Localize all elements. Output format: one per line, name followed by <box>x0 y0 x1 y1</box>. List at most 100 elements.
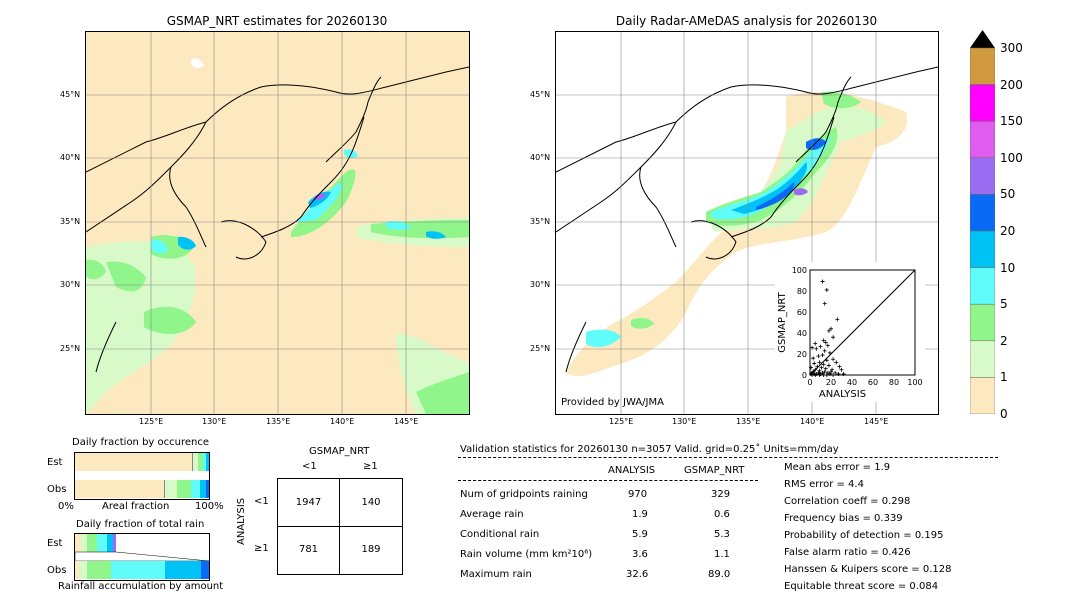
scatter-point <box>831 335 836 340</box>
scatter-point <box>820 279 825 284</box>
colorbar-segment <box>969 157 996 195</box>
scatter-point <box>822 369 827 374</box>
left-lat-tick: 25°N <box>60 344 81 353</box>
scatter-diagonal <box>809 269 916 376</box>
colorbar-segment <box>969 194 996 232</box>
left-lon-tick: 130°E <box>202 417 227 426</box>
scatter-point <box>822 301 827 306</box>
occurrence-axis-mid: Areal fraction <box>102 501 170 512</box>
scatter-point <box>829 369 833 374</box>
scatter-point <box>823 366 828 371</box>
rain-bars-canvas <box>74 534 210 579</box>
left-lat-tick: 30°N <box>60 280 81 289</box>
colorbar-label: 1 <box>1000 370 1008 385</box>
stat-gsmap: 89.0 <box>708 569 731 580</box>
rain-fraction-footer: Rainfall accumulation by amount <box>58 581 224 592</box>
scatter-point <box>821 362 826 367</box>
scatter-point <box>833 370 838 375</box>
scatter-point <box>839 367 844 372</box>
colorbar-label: 100 <box>1000 150 1023 165</box>
scatter-y-tick: 60 <box>797 308 807 317</box>
scatter-point <box>824 373 829 377</box>
contingency-col-lt1: <1 <box>302 461 317 472</box>
rain-bar-box <box>74 533 210 581</box>
scatter-point <box>829 326 833 331</box>
stat-gsmap: 329 <box>711 489 731 500</box>
validation-col-gsmap: GSMAP_NRT <box>684 465 745 476</box>
scatter-point <box>826 328 831 333</box>
colorbar-segment <box>969 47 996 85</box>
colorbar-segment <box>969 303 996 342</box>
stat-analysis: 3.6 <box>632 549 648 560</box>
scatter-point <box>816 370 821 375</box>
scatter-plot: 0 20 40 60 80 100 0 20 40 60 80 100 ANALYSIS GSMAP_NR… <box>777 266 923 400</box>
left-lon-tick: 125°E <box>139 417 164 426</box>
left-rain-areas <box>86 58 469 414</box>
rain-est-segment <box>97 534 107 552</box>
right-map-title: Daily Radar-AMeDAS analysis for 20260130 <box>615 14 878 28</box>
colorbar-segment <box>969 84 996 122</box>
scatter-point <box>834 360 839 365</box>
right-lon-tick: 125°E <box>609 417 634 426</box>
right-lon-tick: 140°E <box>800 417 825 426</box>
stat-analysis: 32.6 <box>626 569 649 580</box>
rain-est-to-obs-link <box>74 551 210 562</box>
stat-label: Num of gridpoints raining <box>460 489 588 500</box>
stat-gsmap: 5.3 <box>714 529 730 540</box>
rain-obs-label: Obs <box>47 565 67 576</box>
validation-subdivider <box>458 480 758 481</box>
right-lat-tick: 30°N <box>530 280 551 289</box>
colorbar-segment <box>969 120 996 159</box>
scatter-point <box>820 353 825 358</box>
contingency-col-ge1: ≥1 <box>363 461 378 472</box>
scatter-point <box>827 371 832 376</box>
stat-analysis: 1.9 <box>632 509 648 520</box>
contingency-row-axis: ANALYSIS <box>236 497 247 545</box>
scatter-y-label: GSMAP_NRT <box>777 291 788 352</box>
scatter-point <box>816 354 821 359</box>
validation-col-analysis: ANALYSIS <box>608 465 656 476</box>
colorbar-segment <box>969 230 996 268</box>
left-lon-tick: 140°E <box>330 417 355 426</box>
scatter-point <box>812 361 817 366</box>
rain-est-label: Est <box>47 538 63 549</box>
colorbar-label: 150 <box>1000 114 1023 129</box>
scatter-point <box>817 373 822 377</box>
right-map <box>555 31 939 415</box>
colorbar-label: 2 <box>1000 333 1008 348</box>
colorbar <box>969 30 996 415</box>
scatter-point <box>827 350 832 355</box>
colorbar-label: 5 <box>1000 297 1008 312</box>
scatter-point <box>809 365 814 370</box>
colorbar-segment <box>969 267 996 305</box>
contingency-grid: 1947 140 781 189 <box>277 478 403 575</box>
scatter-point <box>824 358 829 363</box>
scatter-x-tick: 100 <box>907 378 922 387</box>
rain-obs-segment <box>201 561 209 579</box>
contingency-row-lt1: <1 <box>254 496 269 507</box>
score-line: Probability of detection = 0.195 <box>784 530 944 541</box>
occurrence-est-bar <box>75 453 210 471</box>
stat-label: Conditional rain <box>460 529 540 540</box>
score-line: Hanssen & Kuipers score = 0.128 <box>784 564 952 575</box>
stat-label: Rain volume (mm km²10⁶) <box>460 549 593 560</box>
right-lat-tick: 35°N <box>530 217 551 226</box>
scatter-point <box>837 364 842 369</box>
scatter-point <box>813 367 818 372</box>
rain-est-segment <box>81 534 87 552</box>
validation-title: Validation statistics for 20260130 n=305… <box>460 444 839 455</box>
scatter-y-tick: 0 <box>802 371 807 380</box>
occurrence-bar-box <box>74 452 210 500</box>
scatter-x-tick: 60 <box>868 378 878 387</box>
rain-obs-segment <box>79 561 87 579</box>
left-lat-tick: 35°N <box>60 217 81 226</box>
scatter-point <box>825 343 830 348</box>
rain-obs-segment <box>111 561 165 579</box>
scatter-point <box>819 365 824 370</box>
occurrence-obs-label: Obs <box>47 484 67 495</box>
contingency-cell: 189 <box>361 544 381 555</box>
colorbar-label: 20 <box>1000 224 1016 238</box>
scatter-point <box>813 373 818 377</box>
colorbar-extend-arrow <box>970 30 995 48</box>
right-lat-tick: 45°N <box>530 90 551 99</box>
